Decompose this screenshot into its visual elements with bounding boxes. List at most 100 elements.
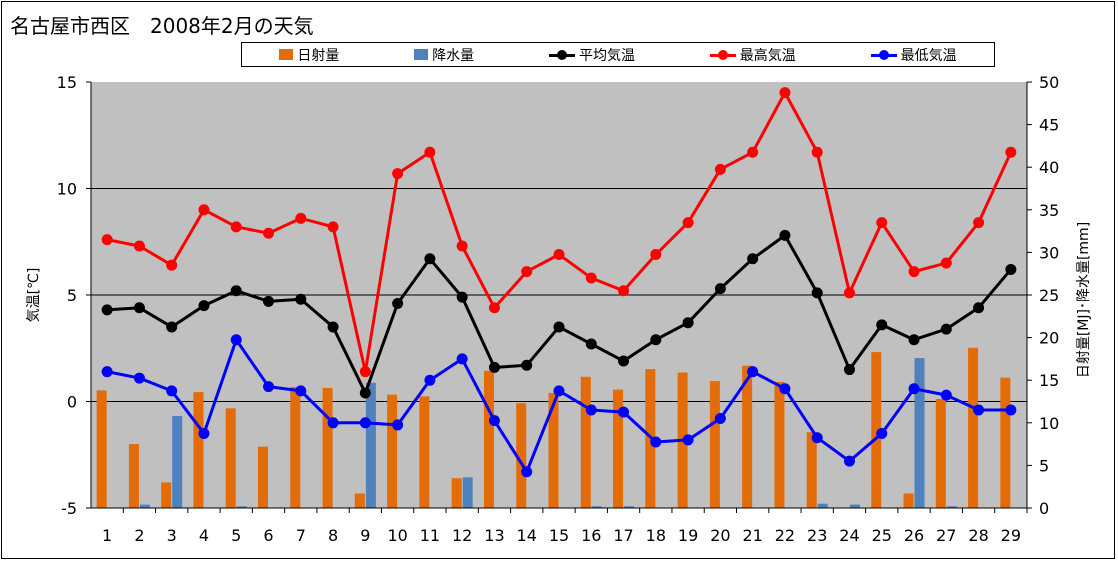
x-tick-label: 6 [263, 526, 273, 545]
x-tick-label: 19 [678, 526, 698, 545]
left-tick-label: -5 [61, 499, 77, 518]
x-tick-label: 5 [231, 526, 241, 545]
radiation-bar [193, 392, 204, 508]
avg-temp-point [263, 295, 275, 307]
avg-temp-point [456, 291, 468, 303]
min-temp-point [166, 385, 178, 397]
max-temp-point [166, 259, 178, 271]
radiation-bar [709, 381, 720, 508]
max-temp-point [714, 163, 726, 175]
max-temp-point [327, 221, 339, 233]
max-temp-point [908, 266, 920, 278]
avg-temp-point [682, 317, 694, 329]
radiation-bar [96, 390, 107, 508]
avg-temp-point [940, 323, 952, 335]
min-temp-point [263, 381, 275, 393]
radiation-bar [322, 387, 333, 508]
radiation-bar [354, 493, 365, 508]
x-tick-label: 17 [613, 526, 633, 545]
avg-temp-point [650, 334, 662, 346]
min-temp-point [811, 432, 823, 444]
x-tick-label: 3 [167, 526, 177, 545]
radiation-bar [871, 352, 882, 508]
precipitation-bar [139, 504, 150, 508]
legend: 日射量 降水量 平均気温 最高気温 最低気温 [241, 42, 995, 67]
radiation-bar [451, 478, 462, 508]
legend-swatch-radiation [279, 49, 294, 60]
legend-label-max: 最高気温 [739, 47, 796, 64]
min-temp-point [295, 385, 307, 397]
max-temp-point [618, 285, 630, 297]
min-temp-point [521, 466, 533, 478]
max-temp-point [456, 240, 468, 252]
max-temp-point [650, 249, 662, 261]
max-temp-point [488, 302, 500, 314]
x-tick-label: 2 [134, 526, 144, 545]
min-temp-point [650, 436, 662, 448]
max-temp-point [521, 266, 533, 278]
legend-label-radiation: 日射量 [297, 47, 340, 64]
radiation-bar [806, 432, 817, 508]
min-temp-point [714, 413, 726, 425]
x-tick-label: 15 [549, 526, 569, 545]
right-tick-label: 35 [1039, 201, 1059, 220]
x-tick-label: 22 [775, 526, 795, 545]
avg-temp-point [714, 283, 726, 295]
left-tick-label: 5 [67, 286, 77, 305]
max-temp-point [876, 217, 888, 229]
precipitation-bar [172, 415, 183, 508]
precipitation-bar [817, 503, 828, 508]
radiation-bar [968, 347, 979, 508]
x-tick-label: 27 [936, 526, 956, 545]
x-tick-label: 10 [387, 526, 407, 545]
min-temp-point [682, 434, 694, 446]
avg-temp-point [488, 361, 500, 373]
x-tick-label: 24 [839, 526, 859, 545]
min-temp-point [456, 353, 468, 365]
precipitation-bar [849, 504, 860, 508]
avg-temp-point [133, 302, 145, 314]
legend-marker-max [709, 49, 736, 61]
right-tick-label: 40 [1039, 158, 1059, 177]
radiation-bar [903, 493, 914, 508]
legend-swatch-precip [414, 49, 429, 60]
legend-item-precip: 降水量 [414, 45, 474, 65]
max-temp-point [585, 272, 597, 284]
avg-temp-point [811, 287, 823, 299]
left-tick-label: 15 [57, 73, 77, 92]
max-temp-point [263, 227, 275, 239]
max-temp-point [747, 146, 759, 158]
precipitation-bar [236, 506, 247, 508]
radiation-bar [613, 389, 624, 508]
max-temp-point [359, 366, 371, 378]
x-tick-label: 8 [328, 526, 338, 545]
legend-item-min: 最低気温 [870, 45, 957, 65]
max-temp-point [133, 240, 145, 252]
max-temp-point [198, 204, 210, 216]
x-tick-label: 16 [581, 526, 601, 545]
radiation-bar [225, 408, 236, 508]
right-tick-label: 15 [1039, 371, 1059, 390]
radiation-bar [128, 444, 139, 508]
radiation-bar [548, 392, 559, 508]
x-tick-label: 28 [968, 526, 988, 545]
x-tick-label: 7 [296, 526, 306, 545]
legend-item-avg: 平均気温 [548, 45, 635, 65]
x-tick-label: 21 [742, 526, 762, 545]
avg-temp-point [876, 319, 888, 331]
min-temp-point [488, 415, 500, 427]
max-temp-point [779, 87, 791, 99]
right-tick-label: 25 [1039, 286, 1059, 305]
max-temp-point [424, 146, 436, 158]
legend-item-radiation: 日射量 [279, 45, 339, 65]
x-tick-label: 1 [102, 526, 112, 545]
x-tick-label: 12 [452, 526, 472, 545]
avg-temp-point [973, 302, 985, 314]
precipitation-bar [914, 358, 925, 508]
right-tick-label: 0 [1039, 499, 1049, 518]
x-tick-label: 18 [646, 526, 666, 545]
max-temp-point [682, 217, 694, 229]
precipitation-bar [365, 382, 376, 508]
left-tick-label: 10 [57, 180, 77, 199]
